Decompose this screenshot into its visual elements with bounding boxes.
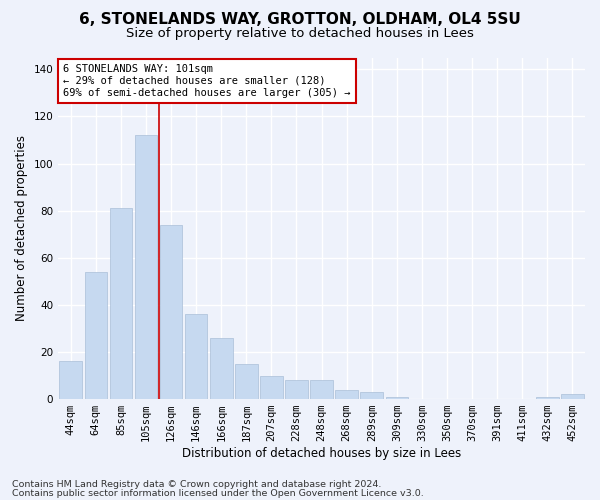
Bar [85, 272, 107, 399]
Bar [260, 376, 283, 399]
Bar [536, 396, 559, 399]
Text: Size of property relative to detached houses in Lees: Size of property relative to detached ho… [126, 28, 474, 40]
Bar [361, 392, 383, 399]
Bar [235, 364, 257, 399]
Y-axis label: Number of detached properties: Number of detached properties [15, 136, 28, 322]
Text: 6 STONELANDS WAY: 101sqm
← 29% of detached houses are smaller (128)
69% of semi-: 6 STONELANDS WAY: 101sqm ← 29% of detach… [64, 64, 351, 98]
Bar [285, 380, 308, 399]
Text: Contains HM Land Registry data © Crown copyright and database right 2024.: Contains HM Land Registry data © Crown c… [12, 480, 382, 489]
Bar [134, 135, 157, 399]
Bar [160, 225, 182, 399]
Bar [386, 396, 408, 399]
Text: 6, STONELANDS WAY, GROTTON, OLDHAM, OL4 5SU: 6, STONELANDS WAY, GROTTON, OLDHAM, OL4 … [79, 12, 521, 28]
Text: Contains public sector information licensed under the Open Government Licence v3: Contains public sector information licen… [12, 488, 424, 498]
Bar [335, 390, 358, 399]
X-axis label: Distribution of detached houses by size in Lees: Distribution of detached houses by size … [182, 447, 461, 460]
Bar [185, 314, 208, 399]
Bar [561, 394, 584, 399]
Bar [210, 338, 233, 399]
Bar [59, 362, 82, 399]
Bar [110, 208, 132, 399]
Bar [310, 380, 333, 399]
